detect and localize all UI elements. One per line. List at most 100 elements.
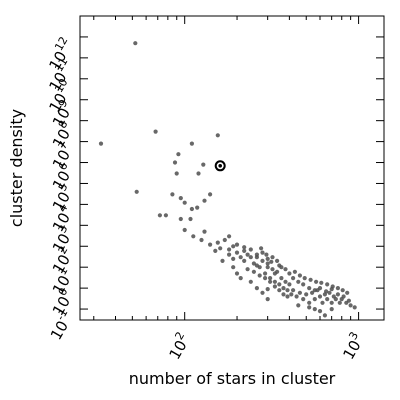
data-point [238,255,243,260]
data-point [231,244,236,249]
data-point [157,213,162,218]
data-point [341,294,346,299]
data-point [297,273,302,278]
x-tick-label: 102 [163,330,194,363]
data-point [301,282,306,287]
data-point [201,162,206,167]
data-point [312,297,317,302]
data-point [281,292,286,297]
data-point [172,160,178,165]
data-point [296,303,301,308]
highlighted-point [218,164,222,168]
data-point [251,261,256,266]
data-point [215,133,220,138]
data-point [285,294,290,299]
data-point [227,234,232,239]
data-point [222,237,227,243]
data-point [322,313,327,318]
data-point [335,292,340,297]
data-point [254,252,259,257]
data-point [325,282,330,287]
data-point [327,290,332,295]
data-point [287,271,292,276]
data-point [178,196,183,201]
data-point [220,258,225,263]
data-point [182,227,187,233]
data-point [248,255,253,260]
data-point [268,276,273,281]
data-point [202,198,207,203]
data-point [269,259,274,264]
data-point [304,292,309,297]
y-tick-label: 1012 [43,34,78,73]
data-point [260,258,265,263]
data-point [317,294,323,299]
data-point [227,247,232,252]
data-point [285,288,290,293]
data-point [352,305,357,310]
data-point [333,297,338,302]
data-point [234,271,240,276]
data-point [215,240,220,245]
highlighted-point-ring [214,160,226,172]
data-point [265,265,270,270]
data-point [279,276,284,281]
data-point [289,292,294,297]
data-point [153,129,158,134]
data-point [317,286,323,291]
data-point [294,294,299,299]
data-point [188,216,193,222]
data-point [320,300,325,305]
data-point [324,289,329,294]
data-point [270,267,275,272]
data-point [231,265,236,270]
data-point [307,305,312,310]
data-point [251,269,256,274]
data-point [291,288,296,293]
data-point [312,288,317,293]
data-point [263,276,268,281]
data-point [227,252,232,257]
data-point [257,273,262,278]
data-point [242,245,247,250]
data-point [213,248,218,253]
data-point [272,284,277,289]
data-point [254,286,259,291]
data-point [259,246,264,251]
data-point [335,286,340,291]
data-point [238,276,243,281]
data-point [348,303,353,308]
data-point [234,242,240,247]
data-point [189,206,194,212]
x-axis-label: number of stars in cluster [129,369,336,388]
data-point [291,276,296,281]
data-point [170,192,175,197]
data-point [296,279,301,284]
data-point [208,192,213,197]
data-point [242,248,247,253]
data-point [176,152,181,157]
data-point [202,229,207,234]
data-point [319,280,324,285]
data-point [208,242,213,247]
data-point [330,284,335,289]
data-point [263,271,268,276]
data-point [218,246,223,251]
data-point [277,282,282,287]
data-point [272,271,277,276]
data-point [308,277,313,282]
data-point [265,256,270,261]
y-axis-label: cluster density [7,109,26,227]
data-point [231,256,236,261]
data-point [277,288,282,293]
data-point [182,200,187,205]
data-point [270,255,275,260]
data-point [248,247,253,252]
data-point [314,279,319,284]
data-point [329,307,334,312]
data-point [245,252,250,257]
data-point [297,290,302,295]
data-point [287,282,292,287]
data-point [195,205,200,210]
